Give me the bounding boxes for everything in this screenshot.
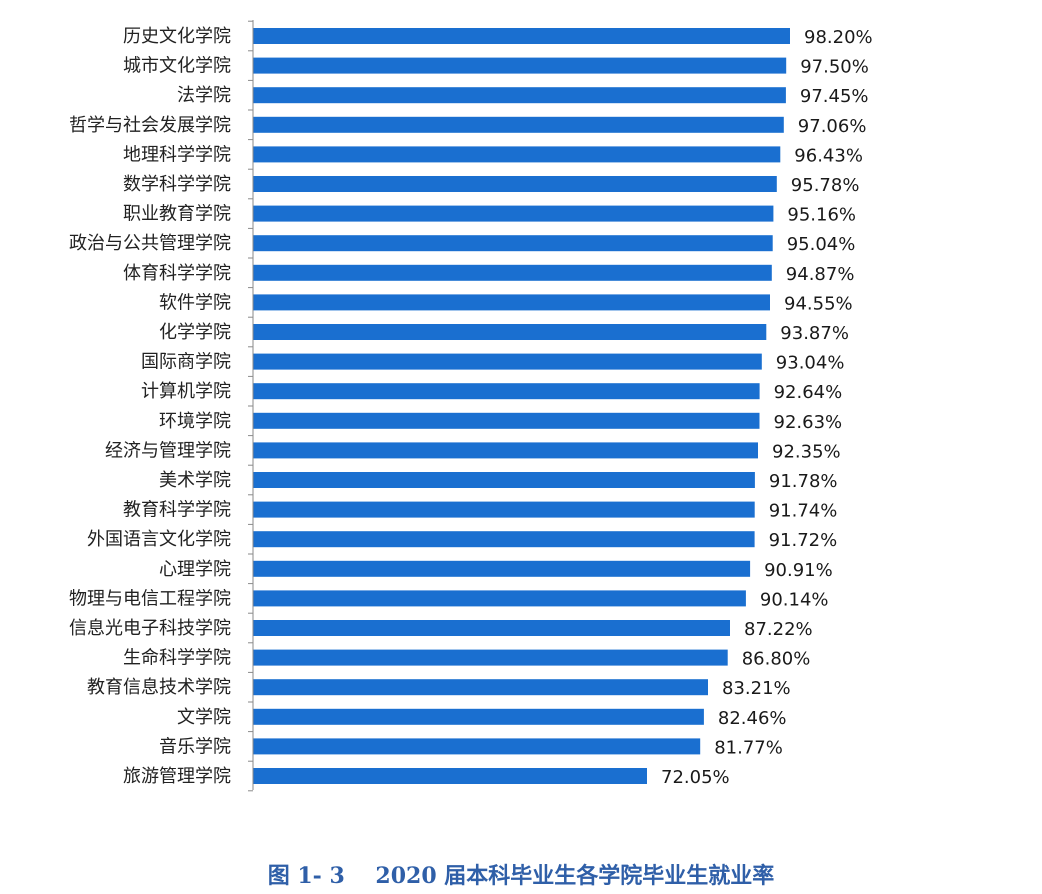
value-label: 81.77% (714, 737, 783, 758)
bar (253, 294, 770, 311)
category-label: 国际商学院 (141, 352, 231, 373)
category-label: 文学院 (177, 707, 231, 728)
value-label: 96.43% (794, 145, 863, 166)
value-label: 72.05% (661, 767, 730, 788)
category-label: 职业教育学院 (123, 204, 231, 225)
value-label: 82.46% (718, 708, 787, 729)
bar (253, 501, 755, 518)
category-label: 地理科学学院 (123, 144, 231, 165)
category-label: 软件学院 (159, 292, 231, 313)
value-label: 95.04% (787, 234, 856, 255)
category-label: 法学院 (177, 85, 231, 106)
bar (253, 353, 762, 370)
category-label: 经济与管理学院 (105, 440, 231, 461)
category-label: 旅游管理学院 (123, 766, 231, 787)
bar (253, 412, 760, 429)
y-axis-ticks (248, 20, 253, 792)
value-label: 93.87% (780, 323, 849, 344)
category-label: 外国语言文化学院 (87, 529, 231, 550)
bar (253, 442, 758, 459)
category-label: 音乐学院 (159, 736, 231, 757)
value-label: 92.64% (774, 382, 843, 403)
value-label: 93.04% (776, 353, 845, 374)
bar (253, 649, 728, 666)
category-label: 计算机学院 (141, 381, 231, 402)
value-label: 95.78% (791, 175, 860, 196)
value-label: 91.74% (769, 501, 838, 522)
value-label: 91.72% (769, 530, 838, 551)
category-label: 历史文化学院 (123, 26, 231, 47)
bar (253, 472, 755, 488)
value-label: 97.45% (800, 86, 869, 107)
value-label: 92.35% (772, 441, 841, 462)
value-label: 94.87% (786, 264, 855, 285)
bars-layer (253, 28, 790, 784)
bar (253, 235, 773, 252)
category-label: 物理与电信工程学院 (69, 588, 231, 609)
category-label: 体育科学学院 (123, 263, 231, 284)
bar (253, 531, 755, 548)
bar (253, 264, 772, 281)
category-label: 信息光电子科技学院 (69, 618, 231, 639)
value-label: 83.21% (722, 678, 791, 699)
bar (253, 679, 708, 696)
bar (253, 205, 774, 222)
category-label: 教育信息技术学院 (87, 677, 231, 698)
value-label: 87.22% (744, 619, 813, 640)
labels-layer: 历史文化学院 98.20% 城市文化学院 97.50% 法学院 97.45% 哲学与社会发展… (69, 26, 873, 788)
category-label: 环境学院 (159, 411, 231, 432)
category-label: 数学科学学院 (123, 174, 231, 195)
value-label: 97.06% (798, 116, 867, 137)
bar (253, 560, 751, 577)
bar (253, 57, 787, 74)
category-label: 美术学院 (159, 470, 231, 491)
value-label: 90.14% (760, 589, 829, 610)
bar (253, 738, 701, 755)
bar (253, 176, 777, 192)
value-label: 92.63% (774, 412, 843, 433)
category-label: 哲学与社会发展学院 (69, 115, 231, 136)
chart-title: 图 1- 3 2020 届本科毕业生各学院毕业生就业率 (267, 863, 775, 889)
value-label: 90.91% (764, 560, 833, 581)
category-label: 化学学院 (159, 322, 231, 343)
bar (253, 87, 786, 104)
bar (253, 708, 704, 725)
category-label: 心理学院 (159, 559, 231, 580)
category-label: 城市文化学院 (123, 56, 231, 77)
category-label: 教育科学学院 (123, 500, 231, 521)
bar (253, 28, 790, 44)
category-label: 政治与公共管理学院 (69, 233, 231, 254)
bar (253, 146, 781, 163)
value-label: 94.55% (784, 293, 853, 314)
value-label: 97.50% (800, 57, 869, 78)
bar (253, 383, 760, 400)
value-label: 98.20% (804, 27, 873, 48)
value-label: 91.78% (769, 471, 838, 492)
category-label: 生命科学学院 (123, 648, 231, 669)
value-label: 86.80% (742, 649, 811, 670)
bar (253, 620, 730, 636)
bar (253, 116, 784, 133)
bar (253, 768, 647, 784)
bar (253, 324, 767, 340)
value-label: 95.16% (787, 205, 856, 226)
bar (253, 590, 746, 607)
